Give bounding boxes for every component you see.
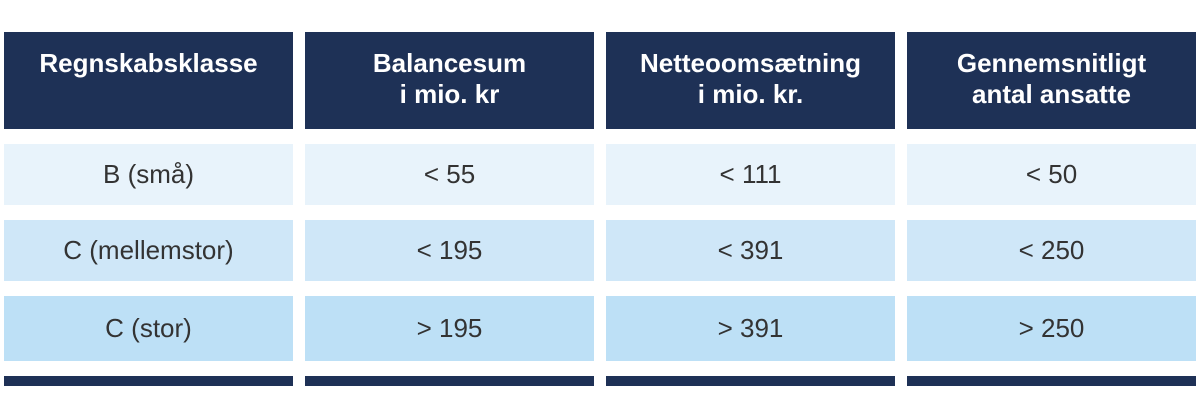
cell-r3-omsaetning: > 391 [606,296,895,361]
header-label-line1: Balancesum [372,48,527,78]
header-cell-antal-ansatte: Gennemsnitligt antal ansatte [907,32,1196,129]
cell-r1-klasse: B (små) [4,144,293,205]
cell-r1-balancesum: < 55 [305,144,594,205]
header-label-line1: Netteoomsætning [640,48,861,78]
cell-r1-omsaetning: < 111 [606,144,895,205]
cell-r1-ansatte: < 50 [907,144,1196,205]
cell-r3-ansatte: > 250 [907,296,1196,361]
footer-bar [907,376,1196,386]
header-cell-regnskabsklasse: Regnskabsklasse [4,32,293,129]
footer-bar [606,376,895,386]
cell-r3-klasse: C (stor) [4,296,293,361]
header-cell-balancesum: Balancesum i mio. kr [305,32,594,129]
header-label-line2: antal ansatte [972,79,1131,109]
header-label-line2: i mio. kr. [697,79,804,109]
footer-bar [305,376,594,386]
cell-r2-ansatte: < 250 [907,220,1196,281]
header-label-line1: Regnskabsklasse [39,48,258,78]
cell-r2-klasse: C (mellemstor) [4,220,293,281]
cell-r2-balancesum: < 195 [305,220,594,281]
header-label-line2: i mio. kr [399,79,500,109]
header-cell-nettoomsaetning: Netteoomsætning i mio. kr. [606,32,895,129]
header-label-line1: Gennemsnitligt [956,48,1147,78]
cell-r3-balancesum: > 195 [305,296,594,361]
footer-bar [4,376,293,386]
cell-r2-omsaetning: < 391 [606,220,895,281]
regnskabsklasse-table: Regnskabsklasse Balancesum i mio. kr Net… [4,32,1196,386]
